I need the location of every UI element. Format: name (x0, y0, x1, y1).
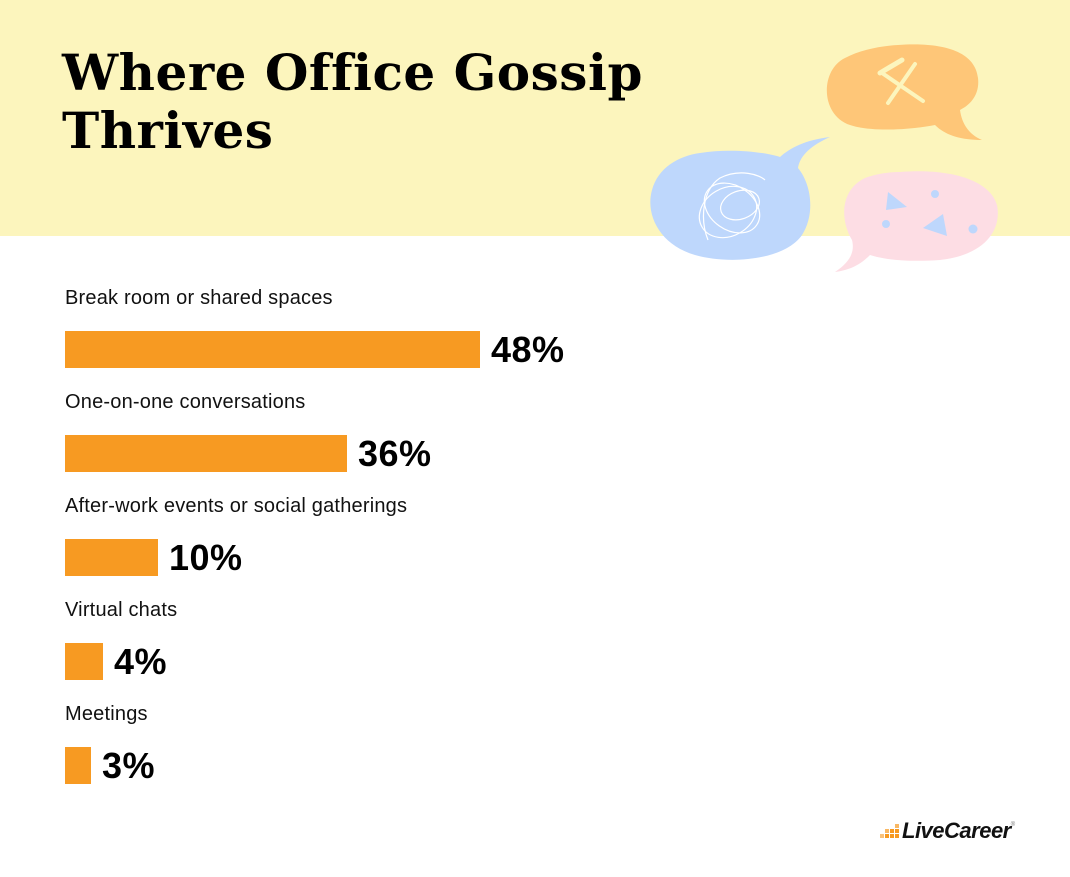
value-label: 48% (491, 328, 565, 370)
pink-speech-bubble-icon (835, 171, 998, 272)
category-label: One-on-one conversations (65, 391, 306, 413)
bar (65, 747, 91, 784)
category-label: Virtual chats (65, 599, 178, 621)
chart-title: Where Office Gossip Thrives (62, 43, 643, 160)
bar (65, 435, 347, 472)
logo-bars-icon (880, 823, 900, 839)
logo-text: LiveCareer (902, 818, 1011, 843)
category-label: Meetings (65, 703, 148, 725)
category-label: After-work events or social gatherings (65, 495, 408, 517)
blue-speech-bubble-icon (650, 137, 830, 260)
bar (65, 643, 103, 680)
livecareer-logo: LiveCareer ® (880, 818, 1015, 844)
bar (65, 539, 158, 576)
value-label: 10% (169, 536, 243, 578)
speech-bubbles-illustration (650, 44, 998, 272)
registered-mark: ® (1010, 822, 1016, 828)
category-label: Break room or shared spaces (65, 287, 333, 309)
value-label: 36% (358, 432, 432, 474)
value-label: 3% (102, 744, 156, 786)
value-label: 4% (114, 640, 168, 682)
orange-speech-bubble-icon (826, 44, 982, 140)
bar (65, 331, 480, 368)
